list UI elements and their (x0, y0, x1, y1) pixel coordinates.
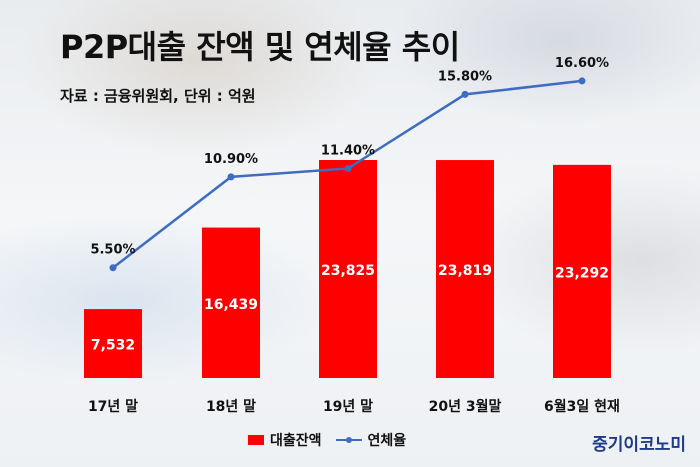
source-note: 자료 : 금융위원회, 단위 : 억원 (60, 87, 256, 105)
bar-value-label: 16,439 (204, 297, 258, 313)
line-point-3 (344, 164, 352, 172)
x-tick-label: 19년 말 (323, 399, 373, 415)
brand-logo: 중기이코노미 (592, 435, 686, 455)
legend-label-bar: 대출잔액 (270, 433, 322, 449)
legend: 대출잔액 연체율 (248, 430, 420, 450)
x-tick-label: 20년 3월말 (429, 398, 502, 415)
line-value-label: 11.40% (321, 143, 375, 158)
line-value-label: 5.50% (90, 243, 135, 258)
line-value-label: 10.90% (204, 152, 258, 167)
bar-value-label: 7,532 (91, 338, 135, 354)
line-point-5 (578, 77, 586, 85)
x-tick-label: 18년 말 (206, 399, 256, 415)
x-tick-label: 17년 말 (88, 399, 138, 415)
legend-bar-swatch (248, 435, 264, 445)
bar-2 (202, 227, 260, 378)
line-point-4 (461, 90, 469, 98)
legend-item-line: 연체율 (335, 430, 407, 450)
chart-title: P2P대출 잔액 및 연체율 추이 (60, 28, 460, 66)
bar-3 (319, 160, 377, 378)
line-point-2 (227, 173, 235, 181)
bar-value-label: 23,292 (555, 265, 609, 281)
bar-value-label: 23,819 (438, 263, 492, 279)
legend-item-bar: 대출잔액 (248, 430, 322, 450)
line-value-label: 16.60% (555, 56, 609, 71)
bar-5 (553, 164, 611, 378)
bar-1 (84, 309, 142, 378)
legend-label-line: 연체율 (367, 433, 407, 449)
bar-4 (436, 160, 494, 378)
x-tick-label: 6월3일 현재 (544, 398, 620, 415)
bar-value-label: 23,825 (321, 263, 375, 279)
line-value-label: 15.80% (438, 69, 492, 84)
line-point-1 (109, 264, 117, 272)
legend-line-swatch (335, 435, 362, 445)
